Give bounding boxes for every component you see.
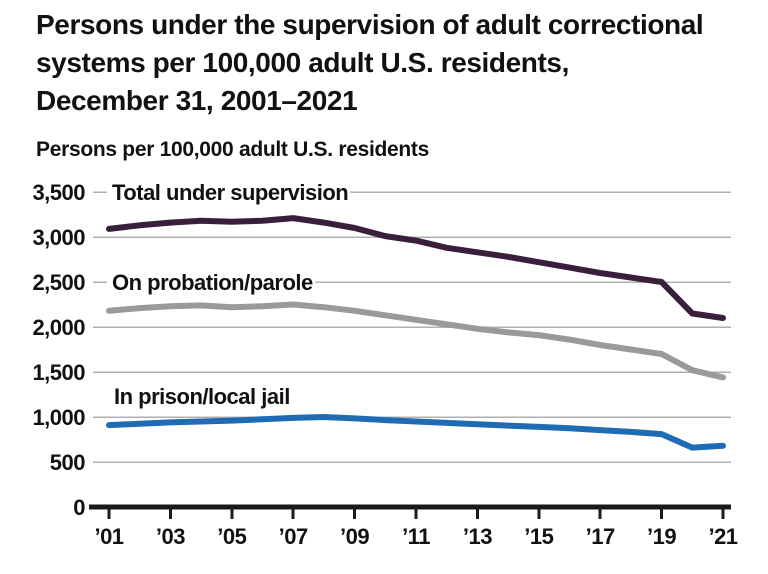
- y-tick-label: 3,000: [32, 225, 85, 250]
- series-label-2: In prison/local jail: [114, 384, 290, 409]
- chart-title-line-1: Persons under the supervision of adult c…: [36, 9, 704, 40]
- chart-title-line-3: December 31, 2001–2021: [36, 85, 358, 116]
- y-tick-label: 500: [50, 450, 85, 475]
- series-label-0: Total under supervision: [112, 180, 348, 205]
- y-tick-label: 1,000: [32, 405, 85, 430]
- x-tick-label: ’19: [647, 524, 676, 549]
- x-tick-label: ’09: [340, 524, 369, 549]
- y-tick-label: 0: [73, 495, 85, 520]
- x-tick-label: ’01: [94, 524, 123, 549]
- x-tick-label: ’21: [708, 524, 737, 549]
- x-tick-label: ’07: [279, 524, 308, 549]
- x-tick-label: ’15: [524, 524, 553, 549]
- y-tick-label: 1,500: [32, 360, 85, 385]
- series-line-0: [106, 215, 726, 321]
- x-tick-label: ’11: [402, 524, 430, 549]
- x-tick-label: ’03: [156, 524, 185, 549]
- y-tick-label: 3,500: [32, 180, 85, 205]
- series-line-1: [106, 301, 726, 381]
- x-tick-label: ’17: [586, 524, 615, 549]
- chart-title: Persons under the supervision of adult c…: [36, 6, 746, 120]
- series-label-1: On probation/parole: [112, 270, 313, 295]
- y-tick-label: 2,000: [32, 315, 85, 340]
- chart-title-line-2: systems per 100,000 adult U.S. residents…: [36, 47, 569, 78]
- series-line-2: [106, 414, 726, 451]
- x-tick-label: ’05: [217, 524, 246, 549]
- y-axis-unit-label: Persons per 100,000 adult U.S. residents: [36, 138, 430, 161]
- y-tick-label: 2,500: [32, 270, 85, 295]
- x-tick-label: ’13: [463, 524, 492, 549]
